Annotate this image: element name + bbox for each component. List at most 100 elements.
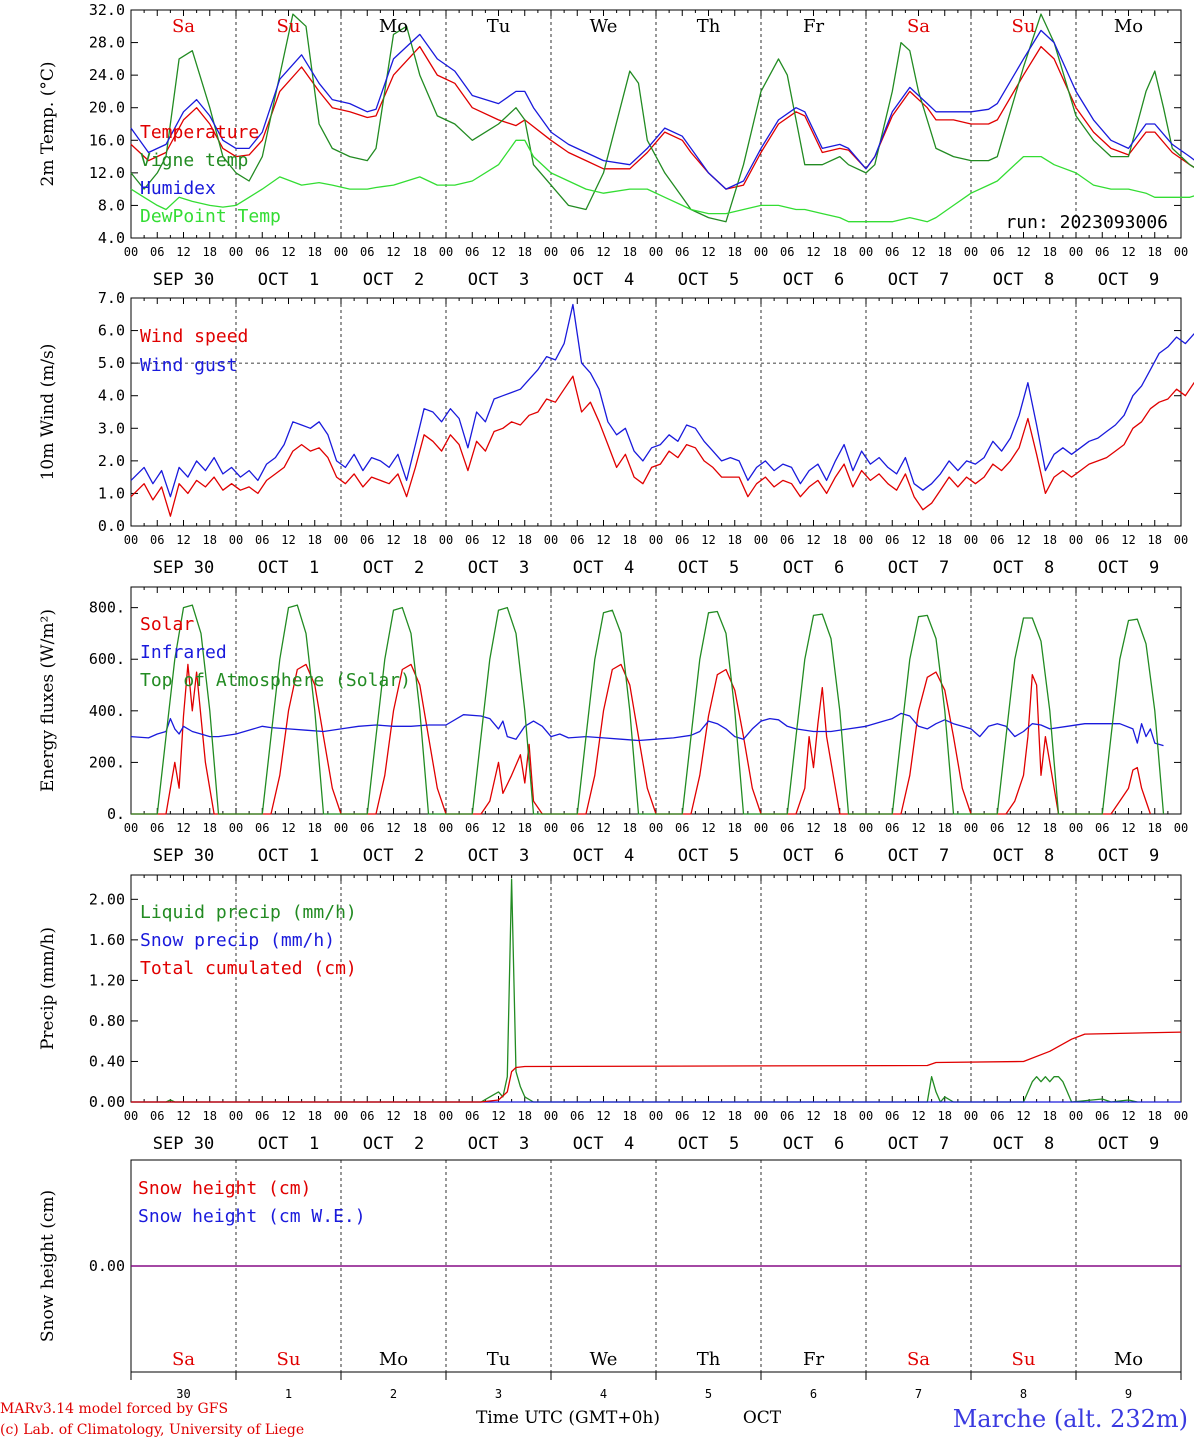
date-label: OCT 6 (783, 1134, 844, 1154)
hour-tick-label: 00 (649, 1109, 663, 1123)
hour-tick-label: 00 (334, 1109, 348, 1123)
hour-tick-label: 18 (1148, 821, 1162, 835)
date-label: OCT 6 (783, 846, 844, 866)
y-tick-label: 16.0 (89, 131, 125, 149)
hour-tick-label: 18 (308, 1109, 322, 1123)
hour-tick-label: 06 (990, 821, 1004, 835)
y-tick-label: 1.20 (89, 971, 125, 989)
weekday-label: Su (1012, 16, 1036, 37)
date-label: OCT 6 (783, 270, 844, 290)
hour-tick-label: 12 (806, 821, 820, 835)
date-label: OCT 6 (783, 558, 844, 578)
hour-tick-label: 12 (596, 533, 610, 547)
date-label: OCT 7 (888, 1134, 949, 1154)
hour-tick-label: 18 (518, 821, 532, 835)
date-label: OCT 1 (258, 1134, 319, 1154)
date-label: OCT 3 (468, 1134, 529, 1154)
legend-entry: Vigne temp (140, 150, 248, 171)
series-line-liquid-precip-mm-h- (131, 878, 1138, 1103)
legend-entry: Wind speed (140, 326, 248, 347)
hour-tick-label: 00 (544, 245, 558, 259)
hour-tick-label: 12 (176, 821, 190, 835)
footer-model-credit: MARv3.14 model forced by GFS (0, 1401, 228, 1417)
y-axis-title: 2m Temp. (°C) (38, 61, 58, 186)
weekday-label: Fr (803, 1349, 824, 1370)
hour-tick-label: 12 (1121, 1109, 1135, 1123)
y-axis-title: Snow height (cm) (38, 1190, 58, 1342)
hour-tick-label: 18 (1043, 245, 1057, 259)
legend-entry: Total cumulated (cm) (140, 958, 357, 979)
date-label: OCT 9 (1098, 846, 1159, 866)
hour-tick-label: 00 (649, 533, 663, 547)
hour-tick-label: 12 (701, 821, 715, 835)
hour-tick-label: 18 (728, 245, 742, 259)
hour-tick-label: 06 (990, 245, 1004, 259)
series-line-top-of-atmosphere-solar- (131, 604, 1165, 815)
day-number-label: 9 (1125, 1387, 1132, 1401)
date-label: OCT 8 (993, 846, 1054, 866)
hour-tick-label: 00 (229, 533, 243, 547)
date-label: OCT 7 (888, 270, 949, 290)
hour-tick-label: 18 (728, 821, 742, 835)
y-tick-label: 2.0 (98, 452, 125, 470)
y-axis-title: Energy fluxes (W/m²) (38, 609, 58, 792)
hour-tick-label: 00 (1069, 245, 1083, 259)
series-line-total-cumulated-cm- (131, 1031, 1182, 1103)
hour-tick-label: 00 (649, 821, 663, 835)
hour-tick-label: 12 (176, 1109, 190, 1123)
y-axis-title: 10m Wind (m/s) (38, 344, 58, 481)
date-label: OCT 7 (888, 846, 949, 866)
y-tick-label: 800. (89, 599, 125, 617)
hour-tick-label: 06 (465, 1109, 479, 1123)
weekday-label: Sa (172, 16, 195, 37)
hour-tick-label: 06 (255, 533, 269, 547)
series-line-infrared (130, 712, 1164, 747)
weekday-label: Su (277, 1349, 301, 1370)
date-label: OCT 9 (1098, 1134, 1159, 1154)
hour-tick-label: 18 (413, 533, 427, 547)
y-tick-label: 20.0 (89, 99, 125, 117)
legend-entry: DewPoint Temp (140, 206, 281, 227)
hour-tick-label: 06 (255, 821, 269, 835)
legend-entry: Top of Atmosphere (Solar) (140, 670, 411, 691)
hour-tick-label: 06 (780, 821, 794, 835)
date-label: OCT 3 (468, 558, 529, 578)
legend-entry: Wind gust (140, 355, 238, 376)
date-label: OCT 1 (258, 270, 319, 290)
hour-tick-label: 00 (859, 1109, 873, 1123)
hour-tick-label: 18 (308, 533, 322, 547)
date-label: OCT 4 (573, 846, 634, 866)
hour-tick-label: 06 (780, 1109, 794, 1123)
legend-entry: Temperature (140, 122, 259, 143)
series-line-vigne-temp (130, 13, 1194, 223)
y-tick-label: 0.40 (89, 1052, 125, 1070)
y-tick-label: 200. (89, 753, 125, 771)
y-tick-label: 1.60 (89, 931, 125, 949)
hour-tick-label: 00 (124, 1109, 138, 1123)
hour-tick-label: 12 (1016, 245, 1030, 259)
weekday-label: Tu (487, 1349, 511, 1370)
hour-tick-label: 18 (1043, 821, 1057, 835)
date-label: OCT 2 (363, 1134, 424, 1154)
hour-tick-label: 06 (1095, 821, 1109, 835)
hour-tick-label: 06 (360, 533, 374, 547)
hour-tick-label: 12 (386, 533, 400, 547)
y-tick-label: 2.00 (89, 890, 125, 908)
weekday-label: Su (277, 16, 301, 37)
station-label: Marche (alt. 232m) (953, 1405, 1188, 1433)
series-line-temperature (130, 45, 1194, 190)
hour-tick-label: 06 (570, 533, 584, 547)
hour-tick-label: 18 (938, 533, 952, 547)
hour-tick-label: 06 (885, 245, 899, 259)
hour-tick-label: 06 (780, 245, 794, 259)
hour-tick-label: 06 (465, 821, 479, 835)
hour-tick-label: 12 (281, 821, 295, 835)
hour-tick-label: 18 (623, 1109, 637, 1123)
date-label: OCT 2 (363, 270, 424, 290)
hour-tick-label: 18 (623, 245, 637, 259)
hour-tick-label: 00 (229, 1109, 243, 1123)
hour-tick-label: 00 (1174, 1109, 1188, 1123)
series-line-wind-gust (130, 303, 1194, 498)
hour-tick-label: 06 (150, 533, 164, 547)
date-label: OCT 5 (678, 558, 739, 578)
